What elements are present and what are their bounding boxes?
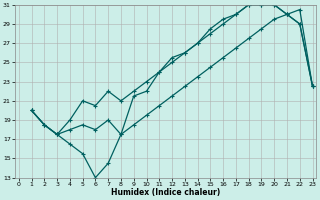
X-axis label: Humidex (Indice chaleur): Humidex (Indice chaleur) [111,188,220,197]
